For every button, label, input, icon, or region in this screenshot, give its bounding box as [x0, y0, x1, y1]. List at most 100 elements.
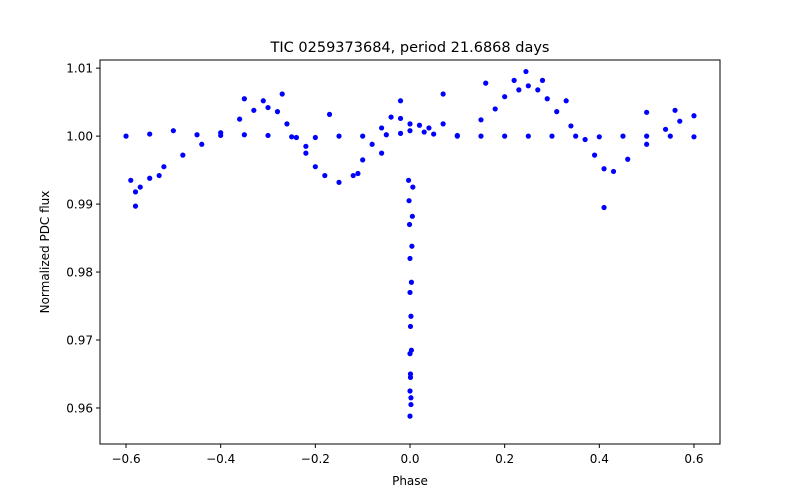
- data-point: [260, 98, 266, 104]
- y-tick-label: 0.98: [66, 266, 93, 280]
- data-point: [523, 68, 529, 75]
- data-point: [410, 184, 416, 190]
- data-point: [421, 129, 427, 135]
- data-point: [478, 133, 484, 139]
- data-point: [677, 118, 683, 124]
- data-point: [409, 243, 415, 249]
- data-point: [199, 141, 205, 147]
- data-point: [406, 221, 413, 228]
- data-point: [360, 157, 366, 163]
- data-point: [406, 198, 412, 204]
- data-point: [241, 96, 247, 102]
- data-point: [601, 166, 607, 172]
- x-tick-label: −0.4: [206, 452, 235, 466]
- chart-title: TIC 0259373684, period 21.6868 days: [270, 40, 550, 56]
- data-point: [137, 184, 143, 190]
- data-point: [279, 91, 285, 97]
- data-point: [554, 109, 560, 115]
- data-point: [573, 133, 579, 139]
- y-tick-label: 0.99: [66, 198, 93, 212]
- y-tick-label: 0.97: [66, 334, 93, 348]
- data-point: [128, 177, 134, 183]
- data-point: [525, 133, 531, 139]
- data-point: [691, 134, 697, 140]
- data-point: [596, 134, 602, 140]
- data-point: [667, 133, 673, 139]
- data-point: [409, 213, 415, 219]
- data-point: [407, 388, 413, 394]
- data-point: [156, 172, 162, 179]
- data-point: [407, 323, 414, 330]
- data-point: [544, 96, 550, 102]
- data-point: [535, 87, 541, 93]
- y-tick-label: 0.96: [66, 401, 93, 415]
- data-point: [312, 134, 318, 141]
- data-point: [147, 175, 153, 181]
- x-tick-label: 0.0: [400, 452, 419, 466]
- data-point: [672, 107, 678, 113]
- data-point: [369, 141, 375, 147]
- data-point: [132, 203, 139, 209]
- data-point: [407, 128, 413, 134]
- data-point: [405, 177, 412, 183]
- data-point: [691, 113, 697, 119]
- y-tick-label: 1.01: [66, 62, 93, 76]
- data-point: [379, 125, 385, 131]
- data-point: [539, 77, 546, 83]
- data-point: [289, 134, 295, 140]
- data-point: [644, 133, 650, 139]
- data-point: [407, 289, 413, 296]
- data-point: [336, 133, 342, 139]
- data-point: [408, 395, 414, 401]
- data-point: [265, 104, 271, 111]
- data-point: [147, 131, 153, 137]
- data-point: [303, 150, 309, 156]
- data-point: [454, 133, 460, 139]
- data-point: [397, 130, 404, 136]
- data-point: [601, 204, 607, 211]
- data-point: [511, 77, 517, 83]
- data-point: [620, 133, 626, 139]
- data-point: [241, 132, 247, 138]
- data-point: [326, 111, 333, 117]
- data-point: [397, 98, 404, 104]
- data-point: [123, 133, 129, 139]
- x-tick-label: −0.2: [301, 452, 330, 466]
- data-point: [161, 164, 167, 170]
- data-point: [303, 143, 309, 149]
- data-point: [644, 109, 650, 115]
- y-tick-label: 1.00: [66, 130, 93, 144]
- data-points: [123, 68, 697, 419]
- data-point: [492, 106, 498, 112]
- data-point: [407, 413, 413, 419]
- data-point: [610, 168, 617, 175]
- data-point: [251, 107, 257, 113]
- data-point: [502, 94, 508, 100]
- data-point: [408, 313, 414, 319]
- data-point: [170, 128, 176, 134]
- x-tick-label: −0.6: [111, 452, 140, 466]
- data-point: [336, 179, 342, 185]
- data-point: [516, 87, 522, 93]
- data-point: [388, 114, 394, 120]
- data-point: [591, 152, 598, 158]
- data-point: [625, 156, 631, 162]
- data-point: [132, 189, 139, 195]
- data-point: [426, 125, 432, 131]
- data-point: [350, 172, 356, 179]
- data-point: [284, 121, 290, 127]
- data-point: [293, 134, 300, 141]
- data-point: [312, 164, 318, 170]
- data-point: [440, 121, 446, 127]
- data-point: [478, 117, 484, 123]
- data-point: [416, 122, 423, 128]
- x-axis-title: Phase: [392, 474, 428, 488]
- data-point: [483, 80, 489, 86]
- data-point: [379, 150, 385, 156]
- data-point: [194, 132, 200, 138]
- data-point: [408, 347, 415, 353]
- x-tick-label: 0.2: [495, 452, 514, 466]
- data-point: [582, 136, 588, 143]
- x-tick-label: 0.4: [590, 452, 609, 466]
- y-axis-title: Normalized PDC flux: [38, 191, 52, 314]
